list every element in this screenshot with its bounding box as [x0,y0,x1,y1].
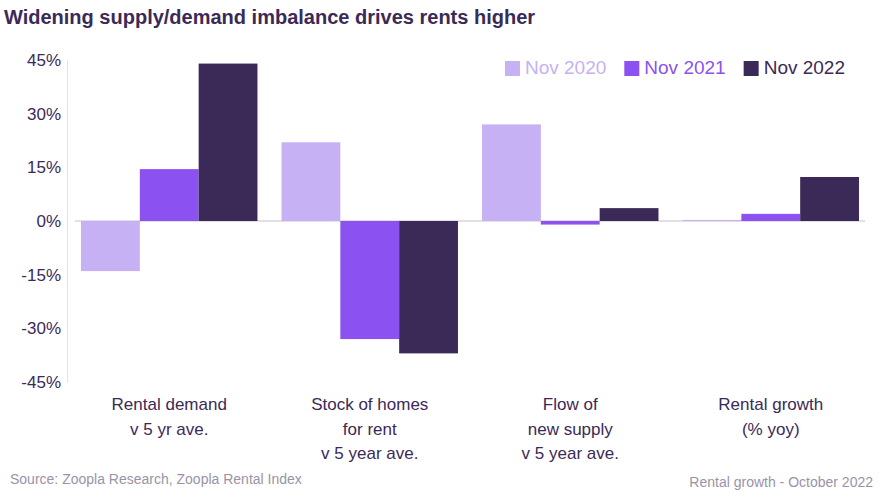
x-tick-label: Rental demand v 5 yr ave. [112,395,227,439]
y-axis-line [67,61,68,383]
bar [482,124,541,221]
legend-swatch [624,61,639,76]
x-axis: Rental demand v 5 yr ave. Stock of homes fo… [112,382,824,463]
y-tick: 15% [27,158,67,177]
x-tick-label-line: Rental growth [718,395,823,414]
x-tick: Stock of homes for rent v 5 year ave. [311,382,428,463]
legend-item: Nov 2021 [624,57,725,78]
y-tick: 45% [27,51,67,70]
y-tick-label: -45% [21,373,61,392]
legend: Nov 2020 Nov 2021 Nov 2022 [505,57,845,78]
y-tick-label: 45% [27,51,61,70]
chart: Widening supply/demand imbalance drives … [0,0,881,498]
y-tick: 0% [36,212,67,231]
legend-swatch [744,61,759,76]
y-tick-label: 0% [36,212,61,231]
x-tick: Rental growth (% yoy) [718,382,823,439]
legend-item: Nov 2020 [505,57,606,78]
legend-label: Nov 2021 [644,57,725,78]
x-tick-label: Flow of new supply v 5 year ave. [522,395,619,463]
y-tick: 30% [27,105,67,124]
y-tick-label: -15% [21,266,61,285]
legend-label: Nov 2020 [525,57,606,78]
x-tick-label-line: v 5 yr ave. [130,420,208,439]
legend-item: Nov 2022 [744,57,845,78]
y-tick: -45% [21,373,67,392]
x-tick-label-line: for rent [343,420,397,439]
bar [683,220,742,221]
bar [741,214,800,221]
y-tick: -30% [21,319,67,338]
bar [340,221,399,339]
x-tick-label-line: Flow of [543,395,598,414]
x-tick-label: Stock of homes for rent v 5 year ave. [311,395,428,463]
bar [199,64,258,221]
y-axis: -45% -30% -15% 0% 15% 30% 45% [21,51,67,392]
series [199,64,859,354]
x-tick-label-line: v 5 year ave. [522,444,619,463]
x-tick-label: Rental growth (% yoy) [718,395,823,439]
bar [600,208,659,221]
legend-label: Nov 2022 [764,57,845,78]
y-tick-label: 15% [27,158,61,177]
x-tick: Flow of new supply v 5 year ave. [522,382,619,463]
y-tick-label: -30% [21,319,61,338]
date-note: Rental growth - October 2022 [689,474,873,490]
bar [282,142,341,221]
x-tick: Rental demand v 5 yr ave. [112,382,227,439]
bar [541,221,600,225]
legend-swatch [505,61,520,76]
title: Widening supply/demand imbalance drives … [4,6,535,28]
x-tick-label-line: v 5 year ave. [321,444,418,463]
bar [140,169,199,221]
x-tick-label-line: new supply [528,420,614,439]
y-tick-label: 30% [27,105,61,124]
bar [399,221,458,353]
y-tick: -15% [21,266,67,285]
x-tick-label-line: Stock of homes [311,395,428,414]
bar [81,221,140,271]
x-tick-label-line: (% yoy) [742,420,800,439]
source-note: Source: Zoopla Research, Zoopla Rental I… [10,471,302,487]
x-tick-label-line: Rental demand [112,395,227,414]
bars [81,64,859,354]
bar [800,177,859,221]
